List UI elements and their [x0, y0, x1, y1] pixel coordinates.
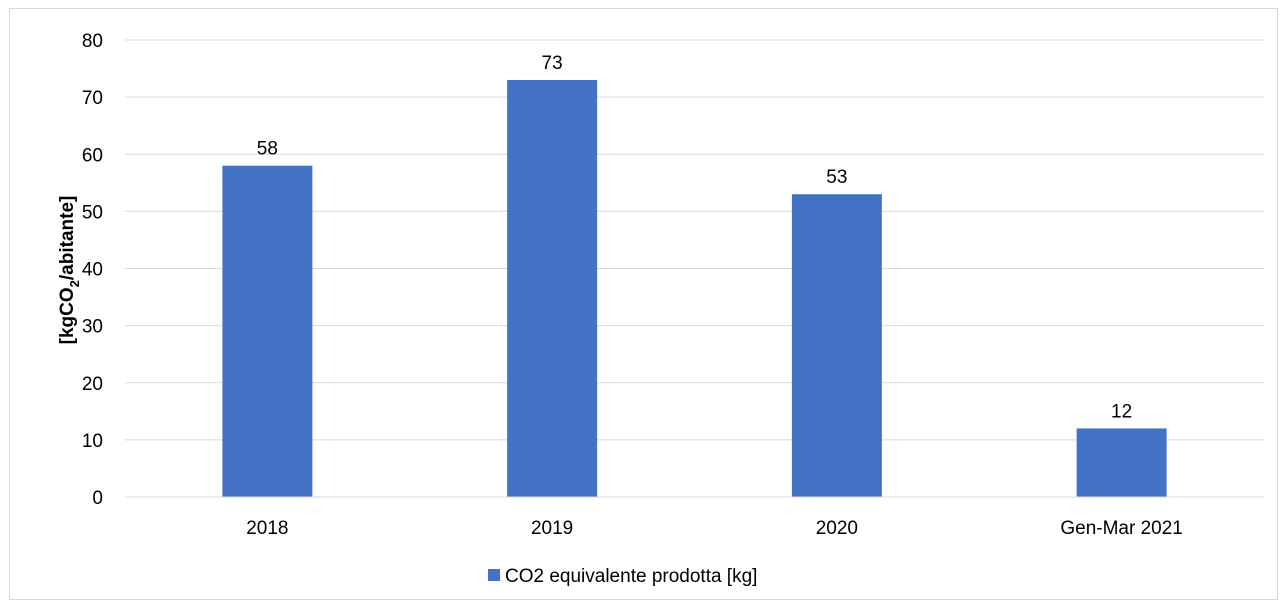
bars [222, 79, 1167, 498]
y-axis-title: [kgCO2/abitante] [57, 196, 82, 345]
chart-area [9, 8, 1278, 600]
x-tick-label: 2019 [531, 518, 573, 539]
legend-label: CO2 equivalente prodotta [kg] [505, 566, 757, 587]
y-tick-label: 30 [82, 317, 103, 338]
data-labels: 58 73 53 12 [257, 53, 1132, 422]
y-tick-label: 50 [82, 202, 103, 223]
y-tick-label: 10 [82, 431, 103, 452]
y-tick-label: 70 [82, 88, 103, 109]
legend: CO2 equivalente prodotta [kg] [488, 566, 757, 587]
x-axis-ticks: 2018 2019 2020 Gen-Mar 2021 [246, 518, 1183, 539]
y-tick-label: 20 [82, 374, 103, 395]
y-tick-label: 40 [82, 260, 103, 281]
x-tick-label: 2020 [816, 518, 858, 539]
data-label: 73 [542, 53, 563, 74]
bar [507, 79, 598, 498]
data-label: 58 [257, 139, 278, 160]
y-axis-ticks: 0 10 20 30 40 50 60 70 80 [82, 31, 103, 509]
y-tick-label: 60 [82, 145, 103, 166]
data-label: 53 [826, 167, 847, 188]
gridlines [125, 39, 1264, 441]
legend-swatch [488, 569, 500, 581]
y-tick-label: 0 [92, 488, 103, 509]
data-label: 12 [1111, 401, 1132, 422]
bar [222, 165, 313, 498]
x-tick-label: 2018 [246, 518, 288, 539]
bar [1076, 428, 1167, 497]
x-tick-label: Gen-Mar 2021 [1060, 518, 1183, 539]
y-tick-label: 80 [82, 31, 103, 52]
bar [791, 194, 882, 498]
